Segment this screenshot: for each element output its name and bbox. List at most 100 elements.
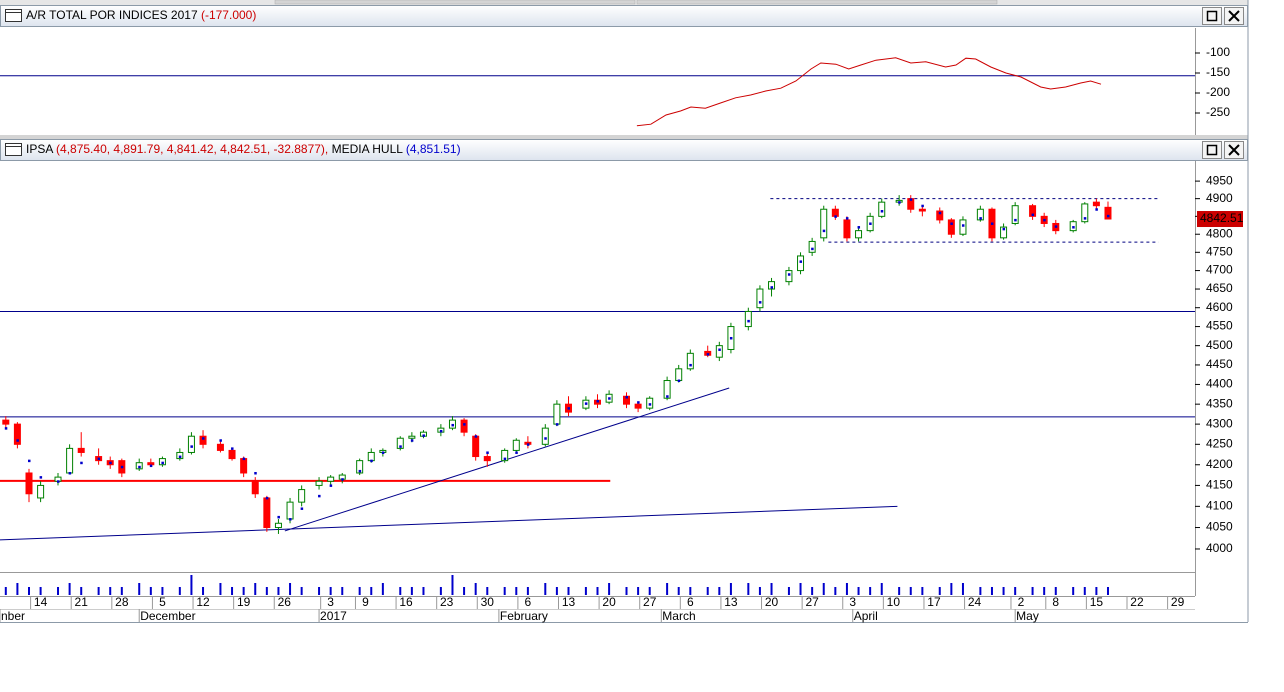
volume-bar [979, 587, 982, 595]
volume-bar [97, 587, 100, 595]
volume-bar [80, 587, 83, 595]
volume-bar [329, 587, 332, 595]
volume-bar [567, 587, 570, 595]
y-tick-label: 4900 [1206, 191, 1233, 205]
month-label: December [140, 609, 195, 623]
volume-bar [747, 583, 750, 595]
x-tick-label: 10 [887, 595, 901, 609]
tab[interactable] [274, 0, 636, 5]
candle-body [240, 458, 248, 474]
hull-dot [857, 226, 861, 229]
candle-body [367, 451, 375, 462]
indicator-title: A/R TOTAL POR INDICES 2017 [26, 8, 198, 22]
maximize-button[interactable] [1202, 7, 1222, 25]
hull-dot [358, 469, 362, 473]
hull-dot [799, 260, 803, 263]
candle-body [187, 435, 195, 453]
hull-dot [138, 465, 141, 469]
volume-bar [39, 587, 42, 595]
x-tick-label: 16 [399, 595, 413, 609]
hull-dot [677, 379, 681, 383]
y-tick-label: 4400 [1206, 377, 1233, 391]
hull-dot [109, 461, 112, 465]
hull-dot [80, 461, 83, 465]
hull-dot [219, 439, 222, 442]
candle-body [251, 480, 259, 495]
y-tick-label: 4600 [1206, 300, 1233, 314]
hull-dot [880, 210, 884, 213]
x-tick-label: 13 [562, 595, 576, 609]
volume-bar [584, 587, 587, 595]
hull-dot [637, 401, 640, 404]
x-tick-label: 26 [278, 595, 292, 609]
month-label: February [500, 609, 548, 623]
x-tick-label: 2 [1018, 595, 1025, 609]
x-tick-label: 3 [327, 595, 334, 609]
hull-dot [729, 336, 733, 340]
x-tick-label: 15 [1090, 595, 1104, 609]
volume-bar [341, 587, 344, 595]
hull-dot [202, 437, 205, 440]
x-tick-label: 21 [75, 595, 89, 609]
volume-bar [28, 587, 31, 595]
candle-body [918, 208, 926, 212]
candle-body [959, 219, 967, 235]
volume-bar [1054, 587, 1057, 595]
hull-dot [979, 217, 982, 220]
volume-bar [608, 583, 611, 595]
hull-dot [370, 459, 373, 463]
volume-bar [277, 587, 280, 595]
volume-bar [149, 587, 152, 595]
hull-dot [178, 455, 182, 459]
last-price-box [1197, 211, 1243, 228]
candle-body [1104, 206, 1112, 220]
candle-body [501, 449, 509, 462]
candle-body [37, 484, 45, 499]
hull-dot [584, 402, 588, 405]
candle-body [553, 403, 561, 425]
hull-dot [1095, 208, 1098, 211]
candle-body [298, 489, 306, 503]
tab[interactable] [636, 0, 998, 5]
candle-body [216, 443, 224, 451]
y-tick-label: 4450 [1206, 357, 1233, 371]
y-tick-label: 4200 [1206, 457, 1233, 471]
panel-icon [5, 143, 22, 156]
hull-dot [97, 457, 101, 461]
volume-bar [637, 587, 640, 595]
month-label: March [662, 609, 695, 623]
candle-body [2, 419, 10, 425]
candle-body [1092, 201, 1100, 207]
candle-body [686, 352, 694, 370]
hull-dot [289, 518, 292, 521]
hull-dot [758, 301, 762, 304]
hull-dot [381, 451, 385, 454]
volume-bar [120, 587, 123, 595]
candle-body [675, 368, 683, 382]
volume-bar [706, 587, 709, 595]
x-tick-label: 20 [765, 595, 779, 609]
x-tick-label: 12 [196, 595, 210, 609]
hull-dot [341, 478, 344, 481]
hull-dot [1043, 218, 1046, 222]
hull-dot [938, 211, 942, 215]
volume-bar [822, 583, 825, 595]
candle-body [77, 447, 85, 453]
candle-body [768, 281, 776, 290]
y-tick-label: 4150 [1206, 478, 1233, 492]
hull-dot [474, 435, 478, 438]
indicator-value: (-177.000) [201, 8, 256, 22]
volume-bar [1106, 587, 1109, 595]
candle-body [483, 456, 491, 462]
candle-body [408, 435, 416, 439]
volume-bar [834, 587, 837, 595]
maximize-button[interactable] [1202, 141, 1222, 159]
volume-bar [410, 587, 413, 595]
volume-bar [399, 587, 402, 595]
hull-dot [567, 407, 570, 410]
hull-dot [787, 273, 791, 276]
hull-dot [231, 447, 234, 450]
legend-value: (4,851.51) [406, 142, 461, 156]
hull-dot [666, 395, 669, 398]
hull-dot [1083, 217, 1087, 220]
